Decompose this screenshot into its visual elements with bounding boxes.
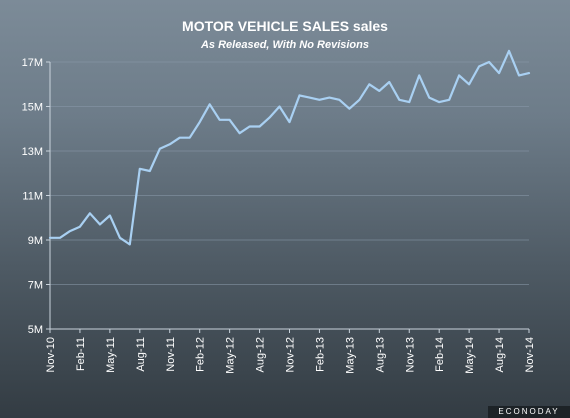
chart-subtitle: As Released, With No Revisions [200,39,369,51]
x-tick-label: Feb-11 [75,337,87,371]
y-tick-label: 9M [28,235,43,247]
x-tick-label: Aug-11 [135,337,147,372]
x-tick-label: Feb-12 [195,337,207,372]
series-layer [48,49,531,246]
x-tick-label: Nov-14 [524,337,536,372]
x-tick-label: May-13 [344,337,356,374]
y-tick-label: 17M [22,57,43,69]
x-tick-label: May-11 [105,337,117,373]
x-tick-label: Feb-13 [314,337,326,372]
x-tick-label: Nov-11 [165,337,177,372]
y-tick-label: 5M [28,324,43,336]
x-tick-label: May-12 [225,337,237,374]
x-tick-label: Feb-14 [434,337,446,372]
chart-title: MOTOR VEHICLE SALES sales [182,18,388,34]
x-tick-label: Nov-10 [45,337,57,372]
y-tick-label: 15M [22,102,43,114]
x-tick-label: Nov-13 [404,337,416,372]
axes [46,61,530,333]
x-tick-label: Nov-12 [285,337,297,372]
x-tick-label: Aug-12 [255,337,267,372]
x-tick-label: Aug-14 [494,337,506,372]
econoday-logo: ECONODAY [488,406,570,418]
x-tick-label: May-14 [464,337,476,374]
y-tick-label: 11M [22,191,43,203]
y-axis-tick-labels: 5M 7M 9M 11M 13M 15M 17M [22,57,43,336]
y-tick-label: 13M [22,146,43,158]
x-axis-tick-labels: Nov-10 Feb-11 May-11 Aug-11 Nov-11 Feb-12 May-… [45,337,536,374]
x-tick-label: Aug-13 [374,337,386,372]
grid-lines [50,61,529,330]
series-line [48,49,531,246]
y-tick-label: 7M [28,280,43,292]
